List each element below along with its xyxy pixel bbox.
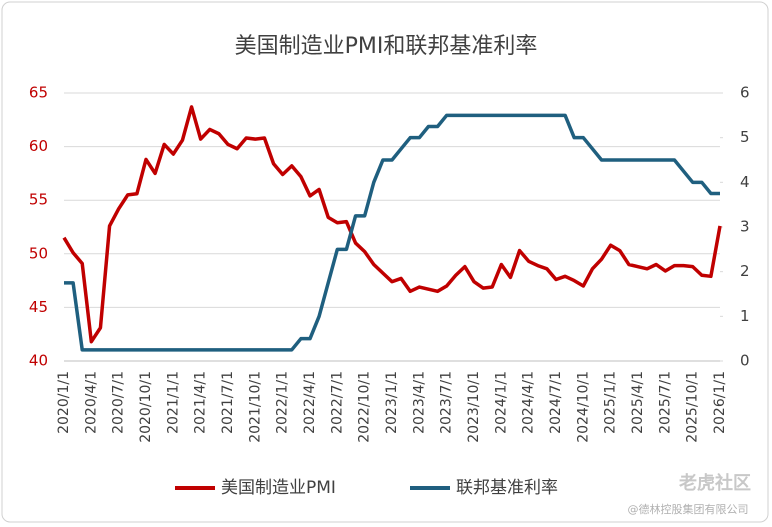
y-tick-label: 40: [29, 352, 48, 370]
x-tick-label: 2026/1/1: [712, 371, 728, 434]
x-tick-label: 2024/4/1: [521, 371, 537, 434]
x-tick-label: 2020/7/1: [111, 371, 127, 434]
y2-tick-label: 5: [740, 128, 750, 146]
x-tick-label: 2021/10/1: [247, 371, 263, 443]
y2-tick-label: 0: [740, 352, 750, 370]
x-tick-label: 2024/1/1: [493, 371, 509, 434]
x-tick-label: 2022/1/1: [275, 371, 291, 434]
y2-tick-label: 4: [740, 173, 750, 191]
x-tick-label: 2021/4/1: [193, 371, 209, 434]
y2-tick-label: 3: [740, 218, 750, 236]
x-tick-label: 2023/4/1: [411, 371, 427, 434]
x-tick-label: 2021/7/1: [220, 371, 236, 434]
y-tick-label: 65: [29, 84, 48, 102]
y2-tick-label: 1: [740, 307, 750, 325]
x-tick-label: 2022/7/1: [329, 371, 345, 434]
x-tick-label: 2024/10/1: [575, 371, 591, 443]
y2-tick-label: 6: [740, 84, 750, 102]
x-tick-label: 2021/1/1: [165, 371, 181, 434]
x-tick-label: 2023/1/1: [384, 371, 400, 434]
y-tick-label: 45: [29, 298, 48, 316]
y2-tick-label: 2: [740, 262, 750, 280]
y-tick-label: 60: [29, 137, 48, 155]
legend-label: 美国制造业PMI: [221, 478, 336, 498]
x-tick-label: 2025/1/1: [603, 371, 619, 434]
x-tick-label: 2025/10/1: [685, 371, 701, 443]
x-tick-label: 2023/10/1: [466, 371, 482, 443]
x-tick-label: 2023/7/1: [439, 371, 455, 434]
chart-title: 美国制造业PMI和联邦基准利率: [235, 34, 538, 59]
x-tick-label: 2025/7/1: [657, 371, 673, 434]
y-tick-label: 50: [29, 244, 48, 262]
x-tick-label: 2022/10/1: [357, 371, 373, 443]
x-tick-label: 2020/10/1: [138, 371, 154, 443]
watermark: @德林控股集团有限公司: [628, 502, 749, 516]
watermark: 老虎社区: [679, 472, 751, 494]
x-tick-label: 2020/1/1: [56, 371, 72, 434]
x-tick-label: 2025/4/1: [630, 371, 646, 434]
y-tick-label: 55: [29, 191, 48, 209]
x-tick-label: 2024/7/1: [548, 371, 564, 434]
legend-label: 联邦基准利率: [456, 478, 558, 498]
series-line: [62, 105, 722, 344]
x-tick-label: 2020/4/1: [83, 371, 99, 434]
series-line: [64, 113, 720, 352]
x-tick-label: 2022/4/1: [302, 371, 318, 434]
